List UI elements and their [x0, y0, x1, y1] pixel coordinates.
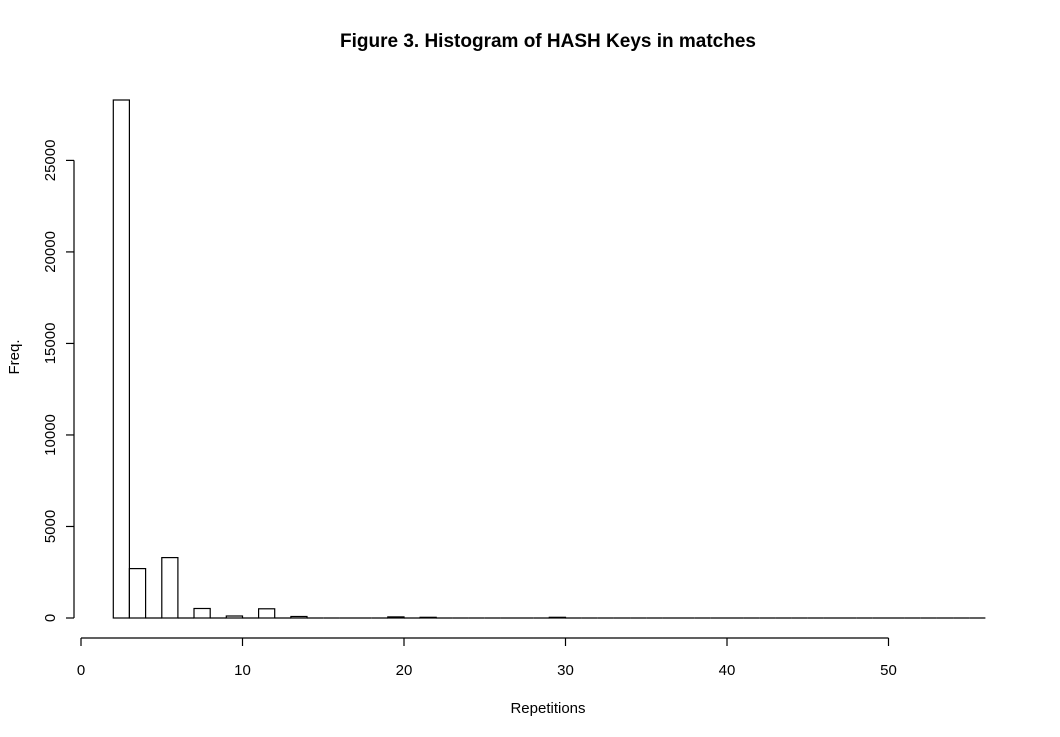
x-tick-label: 40	[719, 662, 736, 679]
x-axis-label: Repetitions	[510, 700, 585, 717]
y-tick-label: 15000	[42, 323, 59, 365]
chart-title: Figure 3. Histogram of HASH Keys in matc…	[340, 31, 756, 52]
x-tick-label: 10	[234, 662, 251, 679]
y-tick-label: 20000	[42, 231, 59, 273]
y-tick-label: 10000	[42, 414, 59, 456]
x-axis: 0 10 20 30 40 50	[77, 637, 897, 679]
histogram-bar	[387, 616, 405, 619]
y-tick-label: 0	[42, 614, 59, 622]
histogram-bar	[258, 608, 276, 619]
y-axis-label: Freq.	[6, 339, 23, 374]
y-tick-label: 5000	[42, 510, 59, 543]
y-axis: 0 5000 10000 15000 20000 25000	[42, 140, 75, 622]
histogram-bar	[128, 567, 147, 619]
x-tick-label: 30	[557, 662, 574, 679]
x-tick-label: 20	[396, 662, 413, 679]
histogram-bar	[225, 615, 244, 619]
histogram-bar	[419, 616, 437, 619]
histogram-bar	[290, 615, 308, 619]
x-tick-label: 50	[880, 662, 897, 679]
histogram-bar	[548, 616, 567, 619]
y-tick-label: 25000	[42, 140, 59, 182]
bars-group	[112, 99, 986, 619]
x-tick-label: 0	[77, 662, 85, 679]
histogram-bar	[161, 556, 179, 619]
histogram-bar	[193, 607, 211, 619]
histogram-bar	[112, 99, 131, 619]
